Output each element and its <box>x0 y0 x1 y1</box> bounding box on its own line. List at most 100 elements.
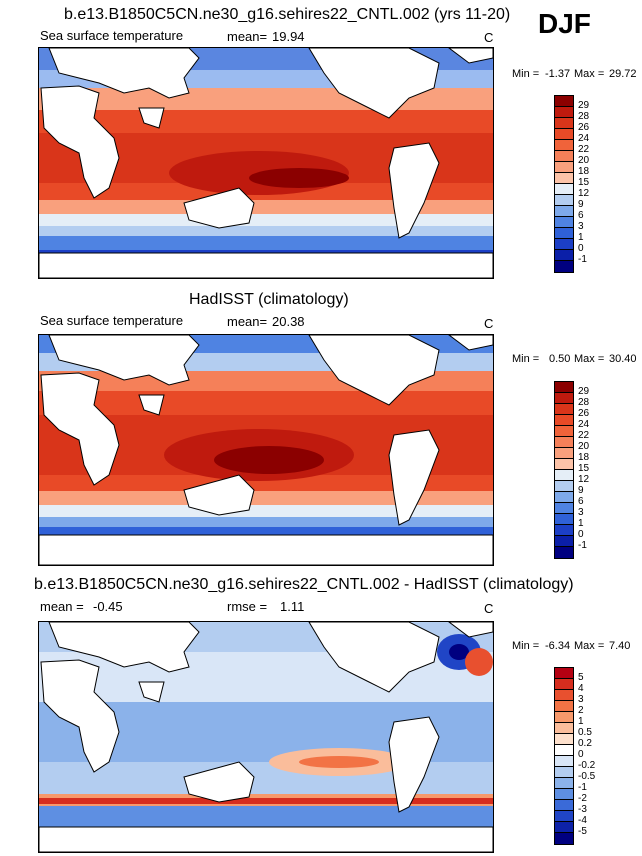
colorbar-tick-label: 28 <box>578 397 590 408</box>
colorbar-tick-label: 3 <box>578 694 584 705</box>
colorbar-tick-label: 0.5 <box>578 727 592 738</box>
colorbar-tick-label: -3 <box>578 804 587 815</box>
colorbar-box <box>555 96 573 107</box>
colorbar-tick-label: 12 <box>578 474 590 485</box>
colorbar-box <box>555 822 573 833</box>
colorbar-tick-label: -1 <box>578 782 587 793</box>
colorbar-box <box>555 151 573 162</box>
panel3-max-label: Max = <box>574 640 605 652</box>
ocean-band <box>39 236 493 250</box>
panel2-max-value: 30.40 <box>609 353 637 365</box>
panel1-title: b.e13.B1850C5CN.ne30_g16.sehires22_CNTL.… <box>64 6 511 23</box>
ocean-band <box>39 214 493 226</box>
panel1-max-label: Max = <box>574 68 605 80</box>
panel3-map <box>38 621 494 853</box>
ocean-band <box>39 505 493 517</box>
colorbar-box <box>555 195 573 206</box>
colorbar-tick-label: 0 <box>578 243 584 254</box>
colorbar-box <box>555 250 573 261</box>
colorbar-box <box>555 437 573 448</box>
colorbar-tick-label: 24 <box>578 419 590 430</box>
colorbar-box <box>555 723 573 734</box>
colorbar-box <box>555 173 573 184</box>
panel3-max-value: 7.40 <box>609 640 631 652</box>
colorbar-box <box>555 800 573 811</box>
colorbar-box <box>555 228 573 239</box>
colorbar-box <box>555 129 573 140</box>
colorbar-box <box>555 789 573 800</box>
panel1-max-value: 29.72 <box>609 68 637 80</box>
colorbar-tick-label: 22 <box>578 144 590 155</box>
colorbar-box <box>555 239 573 250</box>
ocean-band <box>39 491 493 505</box>
india-landmass <box>138 681 165 703</box>
panel2-map-svg <box>39 335 493 565</box>
greenland-landmass <box>448 48 493 64</box>
colorbar-tick-label: 20 <box>578 155 590 166</box>
antarctica-landmass <box>39 534 493 565</box>
south-america-landmass <box>388 716 440 813</box>
eurasia-landmass <box>48 48 200 99</box>
colorbar-tick-label: 2 <box>578 705 584 716</box>
colorbar-box <box>555 767 573 778</box>
colorbar-tick-label: 1 <box>578 716 584 727</box>
colorbar-tick-label: -1 <box>578 254 587 265</box>
north-america-landmass <box>308 335 440 406</box>
colorbar-box <box>555 118 573 129</box>
colorbar-box <box>555 679 573 690</box>
colorbar-box <box>555 140 573 151</box>
cold-anomaly-core <box>449 644 469 660</box>
panel3-rmse-label: rmse = <box>227 599 268 614</box>
colorbar-box <box>555 107 573 118</box>
panel2-min-value: 0.50 <box>549 353 571 365</box>
warm-anomaly-gulfstream <box>465 648 493 676</box>
colorbar-tick-label: -0.2 <box>578 760 596 771</box>
colorbar-box <box>555 382 573 393</box>
panel3-title: b.e13.B1850C5CN.ne30_g16.sehires22_CNTL.… <box>34 576 574 593</box>
colorbar-tick-label: 29 <box>578 100 590 111</box>
panel2-mean-label: mean= <box>227 314 268 329</box>
colorbar-box <box>555 690 573 701</box>
colorbar-tick-label: 0 <box>578 529 584 540</box>
panel3-map-svg <box>39 622 493 852</box>
panel3-mean-label: mean = <box>40 599 84 614</box>
antarctica-landmass <box>39 252 493 278</box>
panel2-title: HadISST (climatology) <box>189 291 349 308</box>
panel3-min-value: -6.34 <box>545 640 571 652</box>
season-label: DJF <box>538 8 591 39</box>
colorbar-box <box>555 514 573 525</box>
colorbar-box <box>555 481 573 492</box>
colorbar-box <box>555 393 573 404</box>
colorbar-tick-label: 6 <box>578 496 584 507</box>
india-landmass <box>138 394 165 416</box>
panel1-mean-label: mean= <box>227 29 268 44</box>
panel2-max-label: Max = <box>574 353 605 365</box>
warm-pool-core <box>249 168 349 188</box>
south-america-landmass <box>388 429 440 526</box>
colorbar-tick-label: 20 <box>578 441 590 452</box>
panel3-min-label: Min = <box>512 640 540 652</box>
panel1-mean-value: 19.94 <box>272 29 305 44</box>
colorbar-box <box>555 833 573 844</box>
warm-pool-core <box>214 446 324 474</box>
colorbar-tick-label: 9 <box>578 485 584 496</box>
colorbar-tick-label: 12 <box>578 188 590 199</box>
colorbar-tick-label: 18 <box>578 452 590 463</box>
colorbar-tick-label: 3 <box>578 507 584 518</box>
africa-landmass <box>40 659 120 773</box>
australia-landmass <box>183 474 255 516</box>
colorbar-box <box>555 261 573 272</box>
colorbar-tick-label: 15 <box>578 177 590 188</box>
panel1-map-svg <box>39 48 493 278</box>
ocean-band <box>39 517 493 527</box>
panel2-units: C <box>484 316 494 331</box>
colorbar-box <box>555 778 573 789</box>
colorbar-tick-label: 18 <box>578 166 590 177</box>
colorbar-box <box>555 536 573 547</box>
panel3-colorbar <box>554 667 574 845</box>
colorbar-box <box>555 745 573 756</box>
colorbar-tick-label: -2 <box>578 793 587 804</box>
ocean-band <box>39 200 493 214</box>
colorbar-box <box>555 668 573 679</box>
colorbar-box <box>555 547 573 558</box>
